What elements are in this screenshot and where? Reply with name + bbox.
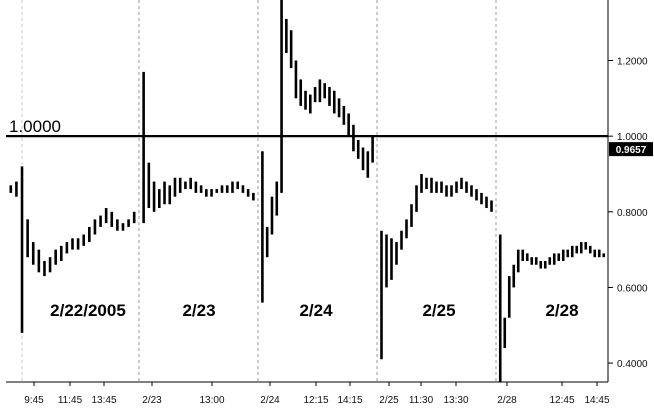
x-tick-label: 11:30 <box>409 395 434 406</box>
last-price-tag <box>609 142 653 157</box>
x-tick-label: 14:15 <box>337 395 362 406</box>
day-label: 2/28 <box>545 301 578 320</box>
reference-line-label: 1.0000 <box>9 117 61 136</box>
y-tick-label: 1.0000 <box>617 132 648 143</box>
day-label: 2/24 <box>299 301 333 320</box>
x-tick-label: 13:30 <box>443 395 468 406</box>
y-tick-label: 0.6000 <box>617 283 648 294</box>
last-price-group: 0.9657 <box>609 142 653 157</box>
day-label: 2/23 <box>182 301 215 320</box>
x-tick-label: 2/25 <box>379 395 399 406</box>
last-price-label: 0.9657 <box>616 145 647 156</box>
x-tick-label: 12:15 <box>303 395 328 406</box>
x-tick-label: 14:45 <box>584 395 609 406</box>
x-axis: 9:45 11:45 13:45 2/23 13:00 2/24 12:15 14:15 2/2… <box>6 381 610 406</box>
y-tick-label: 0.4000 <box>617 359 648 370</box>
x-tick-label: 13:00 <box>199 395 224 406</box>
price-bars <box>9 0 606 382</box>
x-tick-label: 12:45 <box>549 395 574 406</box>
day-label: 2/22/2005 <box>50 301 126 320</box>
day-label: 2/25 <box>422 301 455 320</box>
x-tick-label: 11:45 <box>58 395 83 406</box>
x-tick-label: 9:45 <box>24 395 44 406</box>
day-labels: 2/22/2005 2/23 2/24 2/25 2/28 <box>50 301 578 320</box>
x-tick-label: 2/28 <box>497 395 517 406</box>
x-tick-label: 13:45 <box>91 395 116 406</box>
reference-line-group: 1.0000 <box>6 117 608 138</box>
y-tick-label: 1.2000 <box>617 57 648 68</box>
x-tick-label: 2/23 <box>142 395 162 406</box>
x-tick-label: 2/24 <box>260 395 280 406</box>
y-axis: 1.2000 1.0000 0.8000 0.6000 0.4000 <box>607 0 648 382</box>
y-tick-label: 0.8000 <box>617 208 648 219</box>
